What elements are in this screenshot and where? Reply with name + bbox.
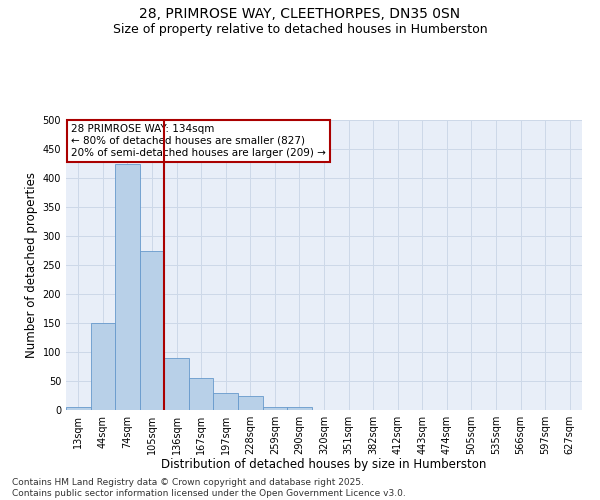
Bar xyxy=(189,378,214,410)
Y-axis label: Number of detached properties: Number of detached properties xyxy=(25,172,38,358)
Text: 28 PRIMROSE WAY: 134sqm
← 80% of detached houses are smaller (827)
20% of semi-d: 28 PRIMROSE WAY: 134sqm ← 80% of detache… xyxy=(71,124,326,158)
Bar xyxy=(238,396,263,410)
Bar xyxy=(66,407,91,410)
Bar xyxy=(287,407,312,410)
Text: 28, PRIMROSE WAY, CLEETHORPES, DN35 0SN: 28, PRIMROSE WAY, CLEETHORPES, DN35 0SN xyxy=(139,8,461,22)
Text: Size of property relative to detached houses in Humberston: Size of property relative to detached ho… xyxy=(113,22,487,36)
X-axis label: Distribution of detached houses by size in Humberston: Distribution of detached houses by size … xyxy=(161,458,487,471)
Bar xyxy=(140,250,164,410)
Bar xyxy=(91,323,115,410)
Bar xyxy=(214,392,238,410)
Bar xyxy=(164,358,189,410)
Bar xyxy=(115,164,140,410)
Bar xyxy=(263,407,287,410)
Text: Contains HM Land Registry data © Crown copyright and database right 2025.
Contai: Contains HM Land Registry data © Crown c… xyxy=(12,478,406,498)
